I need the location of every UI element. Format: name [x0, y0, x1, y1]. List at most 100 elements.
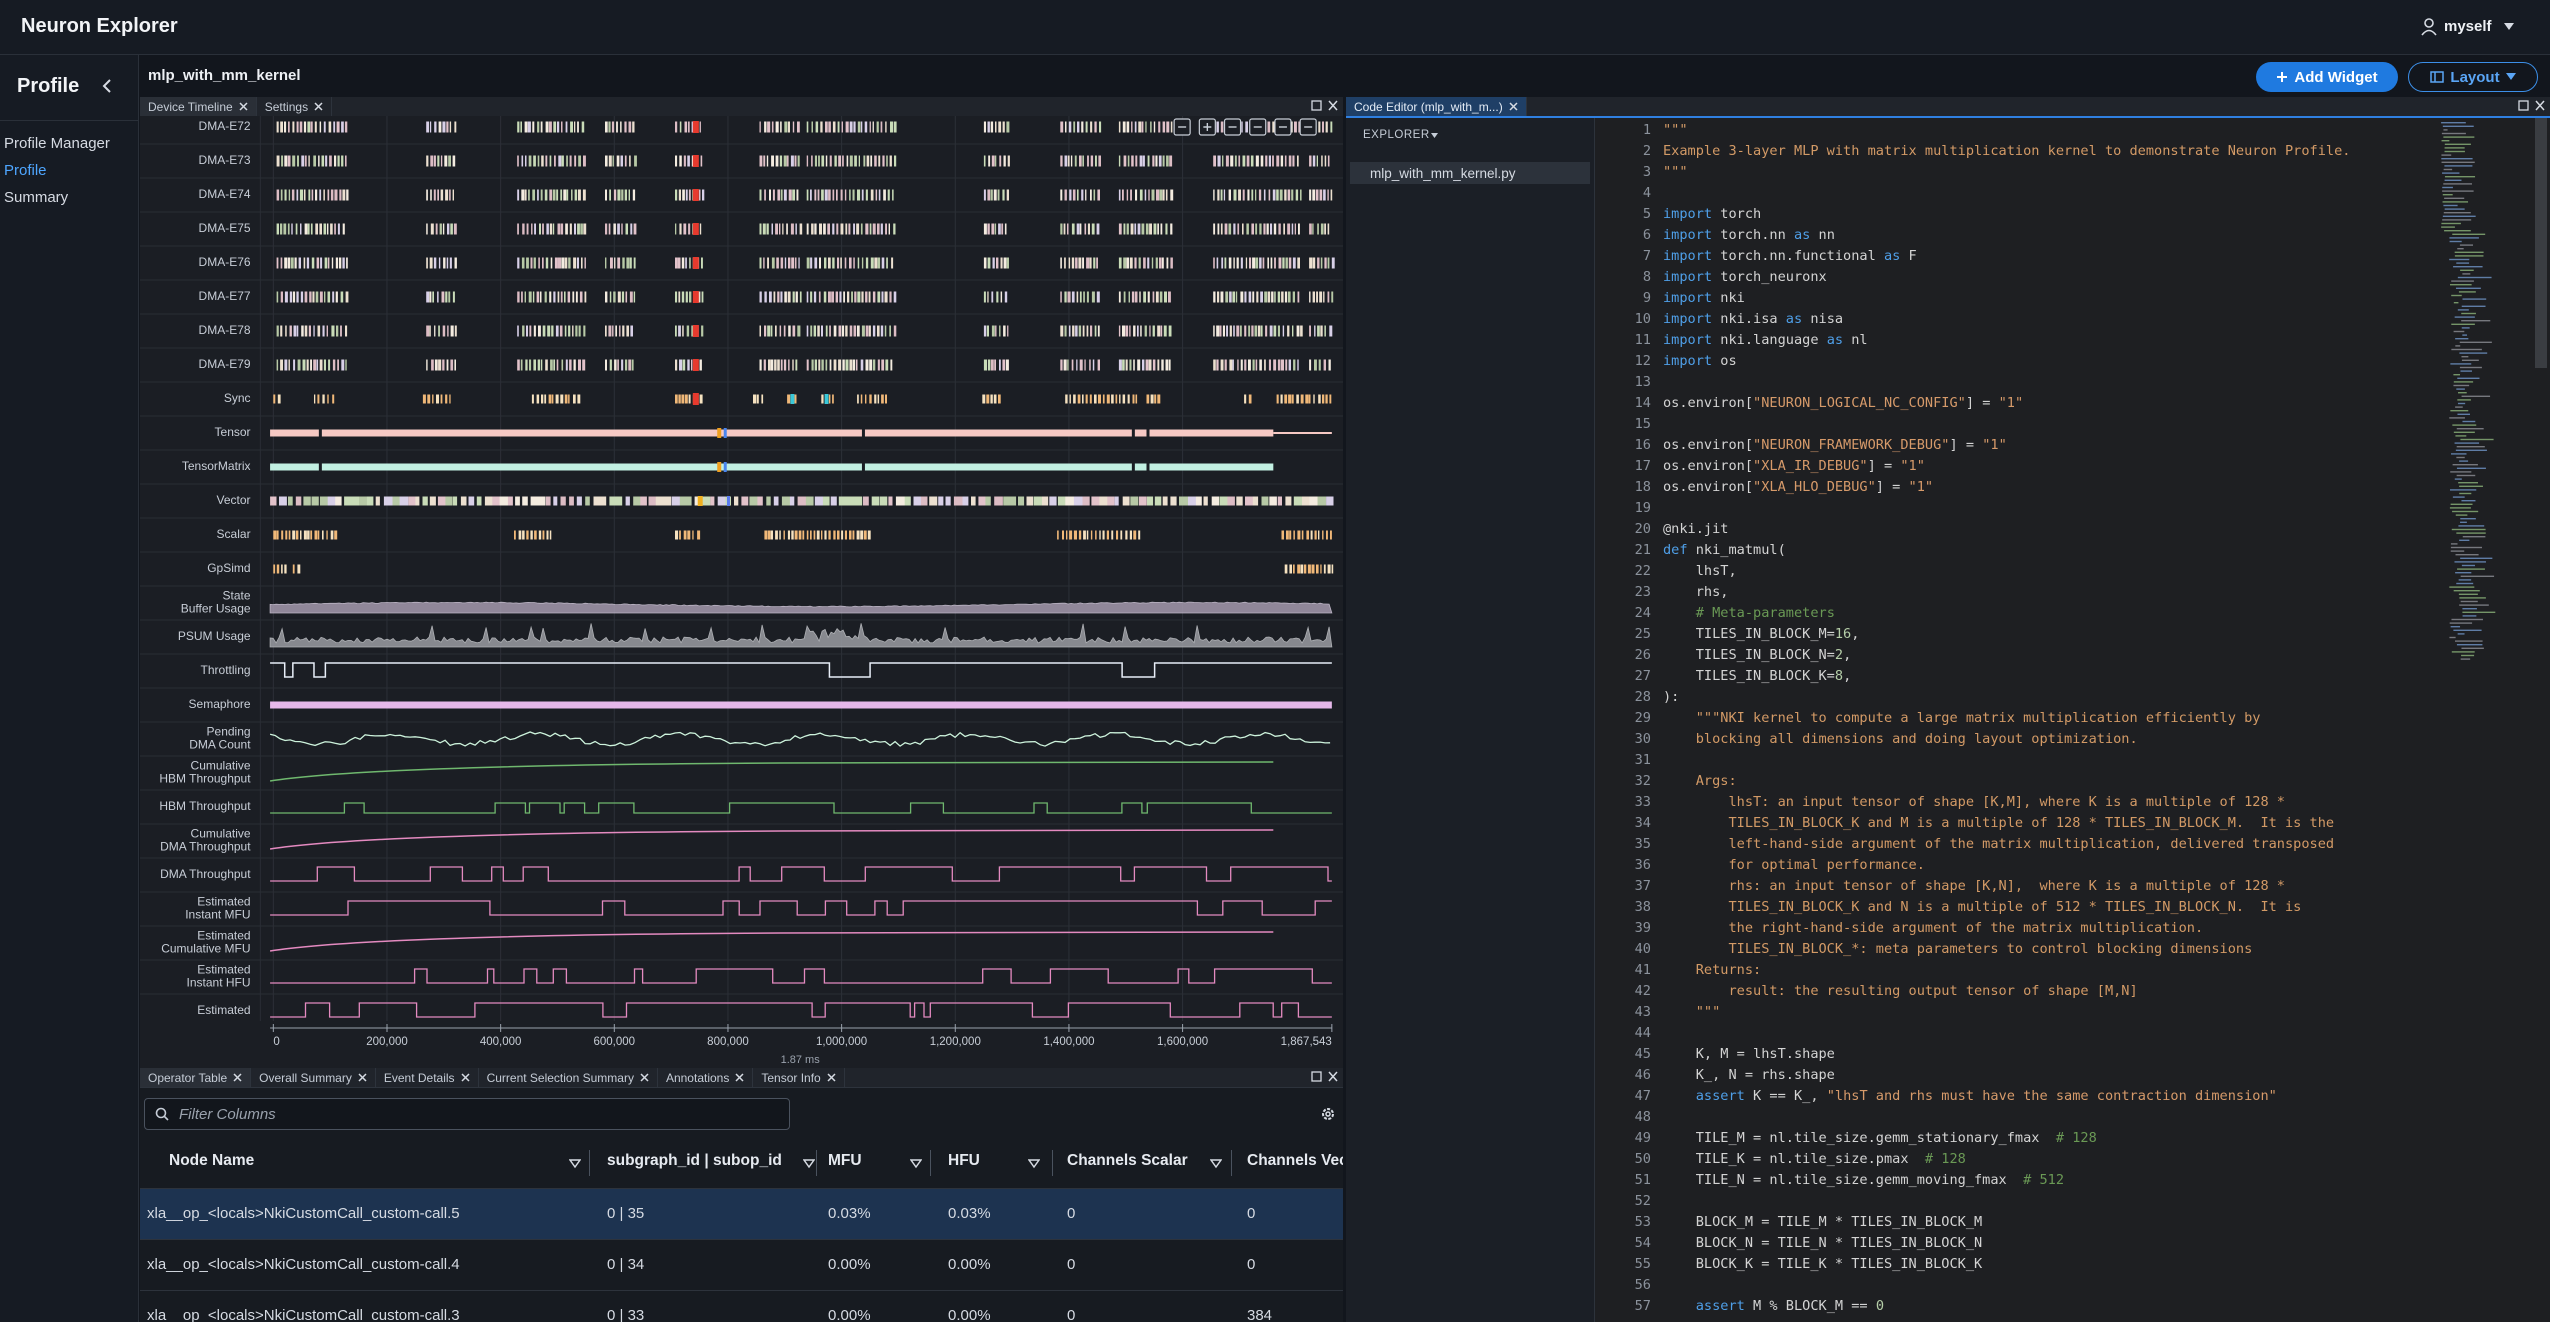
column-filter[interactable]	[1210, 1159, 1222, 1169]
event	[538, 325, 541, 337]
metric-line	[269, 829, 1274, 850]
event	[1081, 121, 1084, 133]
close-icon[interactable]	[239, 102, 248, 111]
event	[628, 359, 632, 371]
event	[1123, 155, 1127, 167]
column-header[interactable]: subgraph_id | subop_id	[607, 1152, 782, 1169]
column-header[interactable]: Channels Vect	[1247, 1152, 1343, 1169]
tab[interactable]: Annotations	[658, 1068, 754, 1087]
event	[284, 257, 288, 269]
event	[819, 223, 822, 235]
line-number: 45	[1634, 1046, 1651, 1062]
close-icon[interactable]	[735, 1073, 744, 1082]
minimap-line	[2462, 298, 2487, 300]
close-icon[interactable]	[827, 1073, 836, 1082]
file-item-selected[interactable]: mlp_with_mm_kernel.py	[1350, 162, 1590, 184]
user-caret[interactable]	[2504, 23, 2514, 31]
tab[interactable]: Device Timeline	[140, 97, 257, 116]
event	[1000, 257, 1003, 269]
event	[830, 496, 837, 506]
minimap-line	[2457, 633, 2465, 635]
column-header[interactable]: HFU	[948, 1152, 980, 1169]
event	[685, 189, 688, 201]
filter-input[interactable]: Filter Columns	[144, 1098, 790, 1130]
tab[interactable]: Current Selection Summary	[479, 1068, 658, 1087]
event	[1312, 223, 1314, 235]
maximize-icon[interactable]	[1311, 1071, 1322, 1082]
close-icon[interactable]	[233, 1073, 242, 1082]
column-header[interactable]: Channels Scalar	[1067, 1152, 1188, 1169]
column-header[interactable]: Node Name	[169, 1152, 255, 1169]
code-line: blocking all dimensions and doing layout…	[1663, 731, 2138, 747]
table-row-selected[interactable]	[140, 1189, 1343, 1240]
event	[856, 530, 860, 540]
event	[616, 121, 618, 133]
event	[295, 223, 298, 235]
event	[614, 359, 617, 371]
event	[327, 189, 330, 201]
tab[interactable]: Settings	[257, 97, 333, 116]
tab[interactable]: Operator Table	[140, 1068, 252, 1087]
line-number: 32	[1634, 773, 1651, 789]
filter-glyph	[569, 1159, 581, 1169]
collapse-button[interactable]	[102, 78, 112, 94]
add-widget-button[interactable]: Add Widget	[2256, 62, 2398, 92]
event	[1314, 359, 1317, 371]
event	[1130, 257, 1133, 269]
column-header[interactable]: MFU	[828, 1152, 862, 1169]
event	[1287, 325, 1290, 337]
event	[1223, 189, 1226, 201]
close-glyph	[314, 102, 323, 111]
minimap-line	[2462, 334, 2468, 336]
event	[533, 359, 536, 371]
tab[interactable]: Code Editor (mlp_with_m...)	[1346, 97, 1527, 116]
close-icon[interactable]	[461, 1073, 470, 1082]
column-filter[interactable]	[910, 1159, 922, 1169]
event	[1249, 257, 1252, 269]
event	[1064, 155, 1068, 167]
column-filter[interactable]	[1028, 1159, 1040, 1169]
event	[1064, 257, 1066, 269]
layout-button[interactable]: Layout	[2408, 62, 2538, 92]
tab[interactable]: Overall Summary	[251, 1068, 376, 1087]
table-row[interactable]	[140, 1291, 1343, 1322]
event	[1312, 291, 1315, 303]
event	[1073, 121, 1076, 133]
event	[1134, 291, 1138, 303]
minimap-line	[2457, 248, 2464, 250]
close-icon[interactable]	[640, 1073, 649, 1082]
tab[interactable]: Event Details	[376, 1068, 479, 1087]
file-name[interactable]: mlp_with_mm_kernel.py	[1370, 166, 1516, 181]
column-filter[interactable]	[569, 1159, 581, 1169]
event	[1232, 359, 1234, 371]
maximize-icon[interactable]	[2518, 100, 2529, 111]
event	[881, 359, 885, 371]
user-icon[interactable]	[2420, 17, 2438, 37]
event	[284, 359, 288, 371]
column-filter[interactable]	[803, 1159, 815, 1169]
close-icon[interactable]	[358, 1073, 367, 1082]
event	[612, 155, 614, 167]
tab[interactable]: Tensor Info	[753, 1068, 845, 1087]
user-name[interactable]: myself	[2444, 18, 2492, 35]
close-icon[interactable]	[314, 102, 323, 111]
event	[889, 291, 892, 303]
close-panel-icon[interactable]	[2535, 100, 2545, 111]
explorer-caret[interactable]	[1431, 133, 1438, 139]
event	[678, 257, 681, 269]
table-row[interactable]	[140, 1240, 1343, 1291]
event	[787, 394, 791, 404]
close-icon[interactable]	[1509, 102, 1518, 111]
settings-icon[interactable]	[1320, 1106, 1336, 1122]
close-panel-icon[interactable]	[1328, 100, 1338, 111]
nav-item[interactable]: Summary	[4, 189, 69, 206]
event	[276, 291, 279, 303]
event	[1164, 291, 1167, 303]
event	[1149, 223, 1152, 235]
nav-item-active[interactable]: Profile	[4, 162, 47, 179]
maximize-icon[interactable]	[1311, 100, 1322, 111]
event	[780, 189, 783, 201]
close-panel-icon[interactable]	[1328, 1071, 1338, 1082]
nav-item[interactable]: Profile Manager	[4, 135, 110, 152]
event	[310, 530, 313, 540]
